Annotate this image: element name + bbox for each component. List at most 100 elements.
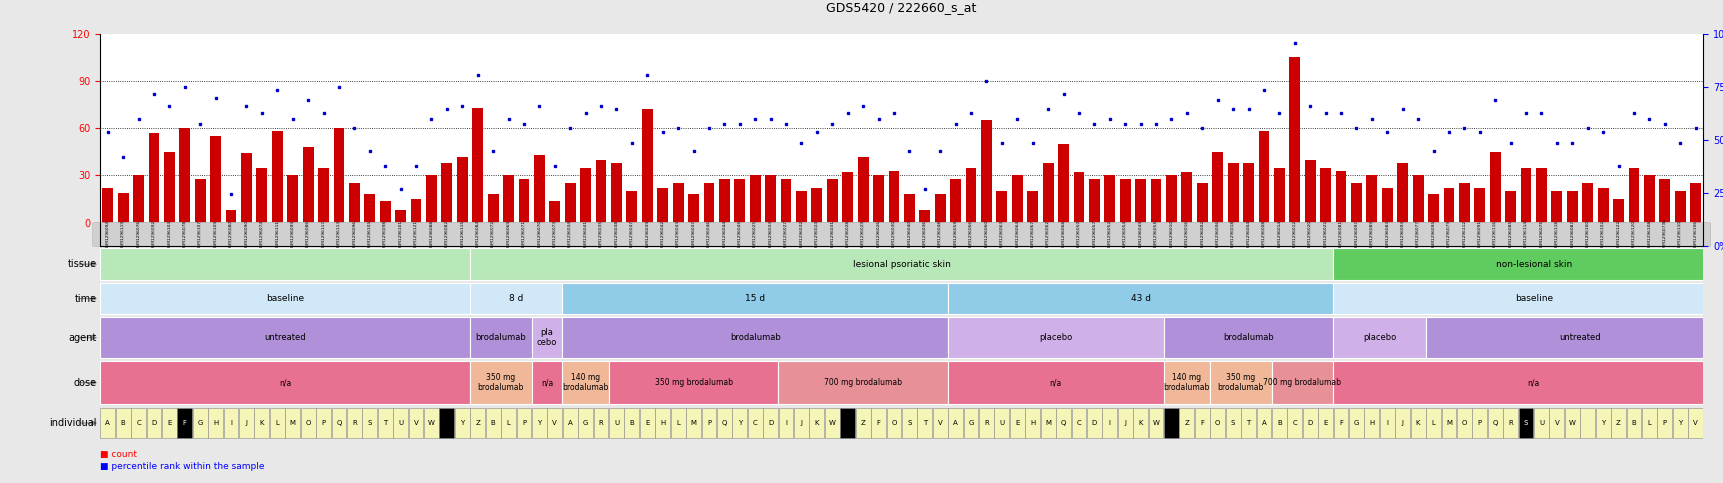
Text: GSM1296033: GSM1296033 [768,220,772,249]
FancyBboxPatch shape [215,222,246,247]
Bar [1163,361,1210,404]
Text: GSM1296083: GSM1296083 [1385,220,1389,249]
Text: GSM1296091: GSM1296091 [1477,220,1480,249]
Text: GSM1296030: GSM1296030 [891,220,896,249]
Bar [824,408,839,438]
FancyBboxPatch shape [200,222,231,247]
FancyBboxPatch shape [1001,222,1032,247]
FancyBboxPatch shape [477,222,508,247]
FancyBboxPatch shape [879,222,908,247]
Bar [193,408,207,438]
Text: J: J [245,420,248,426]
FancyBboxPatch shape [1494,222,1525,247]
Text: brodalumab: brodalumab [476,333,526,342]
Text: M: M [1044,420,1051,426]
Bar [488,194,498,223]
FancyBboxPatch shape [1125,222,1154,247]
Bar [1458,184,1470,223]
FancyBboxPatch shape [601,222,631,247]
Bar [827,179,837,223]
Text: GSM1296028: GSM1296028 [846,220,849,249]
Bar [1427,194,1439,223]
Text: H: H [660,420,665,426]
Bar [858,156,868,223]
Bar [1072,408,1085,438]
Text: Q: Q [1492,420,1497,426]
Bar [1027,191,1037,223]
Text: G: G [1353,420,1358,426]
FancyBboxPatch shape [1418,222,1447,247]
Bar [410,199,420,223]
Text: W: W [1568,420,1575,426]
Text: M: M [289,420,296,426]
Bar [501,408,515,438]
Text: Y: Y [737,420,741,426]
FancyBboxPatch shape [632,222,662,247]
Text: brodalumab: brodalumab [1222,333,1273,342]
Text: I: I [1108,420,1110,426]
Text: GSM1296066: GSM1296066 [968,220,972,249]
Text: S: S [1230,420,1235,426]
FancyBboxPatch shape [524,222,555,247]
Text: GSM1296090: GSM1296090 [245,220,248,249]
Text: Z: Z [1184,420,1189,426]
Text: GSM1296114: GSM1296114 [1523,220,1527,249]
FancyBboxPatch shape [1340,222,1372,247]
Text: GSM1296100: GSM1296100 [1585,220,1589,249]
Text: GSM1296077: GSM1296077 [1415,220,1420,249]
FancyBboxPatch shape [1449,222,1478,247]
Text: GSM1296086: GSM1296086 [307,220,310,249]
FancyBboxPatch shape [586,222,615,247]
FancyBboxPatch shape [539,222,570,247]
FancyBboxPatch shape [169,222,200,247]
Bar [331,408,346,438]
Text: P: P [706,420,710,426]
Bar [1504,191,1515,223]
Text: GSM1296108: GSM1296108 [1647,220,1651,249]
Text: Y: Y [538,420,541,426]
FancyBboxPatch shape [1172,222,1201,247]
Text: P: P [1477,420,1482,426]
Text: GSM1296036: GSM1296036 [922,220,927,249]
Text: GSM1296079: GSM1296079 [1446,220,1451,249]
Text: GSM1296096: GSM1296096 [351,220,357,249]
FancyBboxPatch shape [1094,222,1123,247]
Text: O: O [305,420,310,426]
Bar [393,408,408,438]
Bar [918,210,930,223]
Text: R: R [1508,420,1513,426]
FancyBboxPatch shape [93,222,122,247]
Bar [102,188,114,223]
Text: K: K [260,420,264,426]
Text: 8 d: 8 d [508,294,524,303]
Bar [470,248,1332,280]
FancyBboxPatch shape [1571,222,1602,247]
Text: GSM1296012: GSM1296012 [1292,220,1296,249]
Bar [948,361,1163,404]
Bar [1366,175,1377,223]
Bar [377,408,393,438]
FancyBboxPatch shape [1356,222,1387,247]
Text: GSM1296085: GSM1296085 [1508,220,1511,249]
Text: GSM1296088: GSM1296088 [429,220,432,249]
Bar [424,408,439,438]
Bar [812,188,822,223]
FancyBboxPatch shape [1247,222,1278,247]
Text: 15 d: 15 d [744,294,765,303]
Text: GSM1296040: GSM1296040 [906,220,911,249]
Bar [1502,408,1518,438]
Bar [562,283,948,314]
Text: placebo: placebo [1363,333,1396,342]
Text: W: W [829,420,836,426]
FancyBboxPatch shape [925,222,955,247]
Bar [639,408,655,438]
FancyBboxPatch shape [324,222,353,247]
Text: V: V [551,420,557,426]
FancyBboxPatch shape [679,222,708,247]
Text: U: U [1539,420,1544,426]
Text: GSM1296113: GSM1296113 [336,220,341,249]
Text: 140 mg
brodalumab: 140 mg brodalumab [1163,373,1210,392]
FancyBboxPatch shape [1633,222,1663,247]
Bar [1644,175,1654,223]
Text: O: O [891,420,896,426]
